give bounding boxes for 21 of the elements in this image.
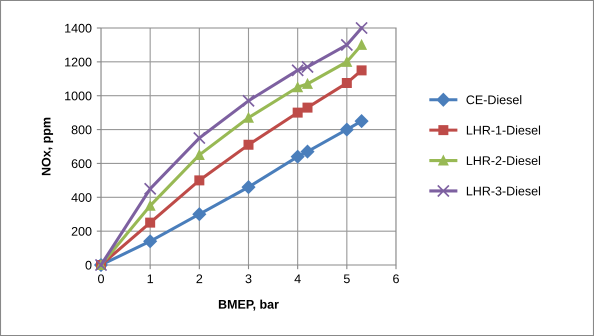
x-tick-label: 4: [294, 274, 301, 284]
x-tick-label: 3: [246, 274, 252, 284]
legend-label: LHR-1-Diesel: [466, 125, 540, 135]
y-tick-label: 1200: [65, 58, 92, 67]
y-axis-title: NOx, ppm: [42, 118, 54, 176]
y-tick-label: 400: [71, 193, 92, 202]
legend-label: CE-Diesel: [466, 95, 522, 104]
x-tick-label: 6: [393, 274, 399, 284]
y-tick-label: 800: [72, 125, 92, 134]
x-tick-label: 0: [98, 274, 104, 284]
x-tick-label: 5: [344, 274, 350, 284]
y-tick-label: 600: [72, 159, 92, 168]
y-tick-label: 1400: [65, 24, 92, 33]
x-tick-label: 2: [196, 274, 202, 284]
y-tick-label: 1000: [65, 92, 92, 100]
legend-label: LHR-3-Diesel: [466, 186, 540, 196]
legend-label: LHR-2-Diesel: [466, 156, 540, 166]
x-tick-label: 1: [148, 274, 154, 284]
x-axis-title: BMEP, bar: [218, 300, 279, 311]
y-tick-label: 200: [72, 226, 92, 236]
y-tick-label: 0: [86, 260, 92, 270]
